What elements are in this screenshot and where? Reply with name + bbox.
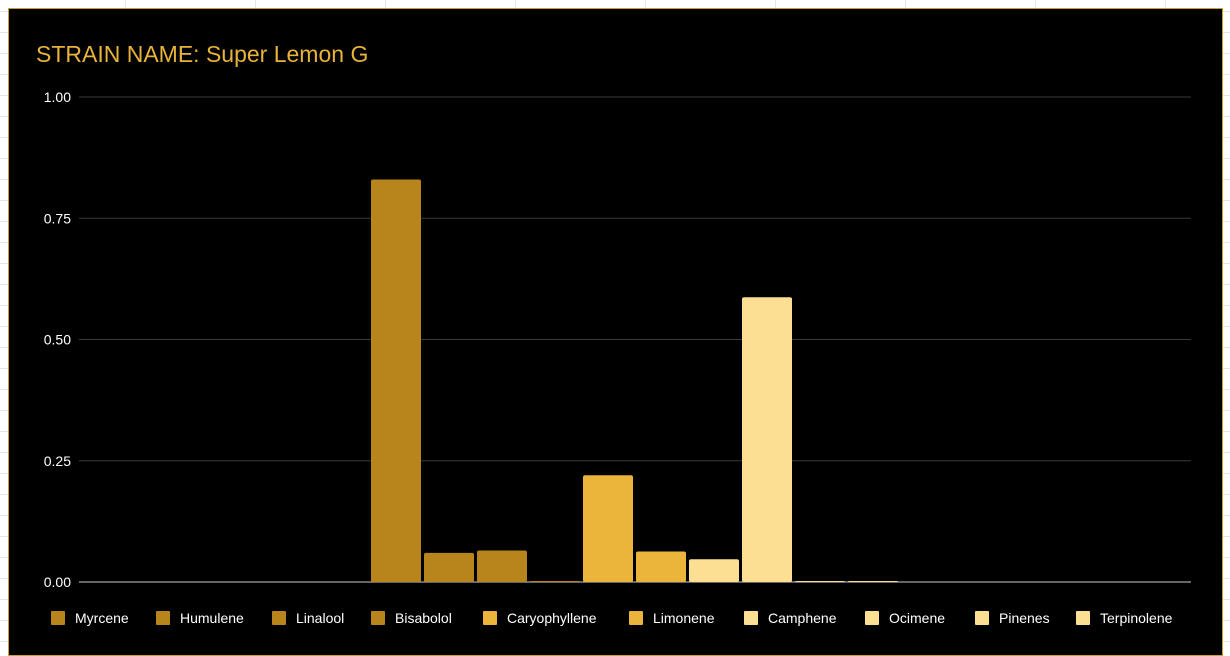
legend-label-camphene: Camphene — [768, 610, 837, 626]
legend-swatch-pinenes — [975, 611, 989, 625]
legend-label-ocimene: Ocimene — [889, 610, 945, 626]
legend-label-pinenes: Pinenes — [999, 610, 1050, 626]
legend-label-limonene: Limonene — [653, 610, 715, 626]
bar-terpinolene — [848, 581, 898, 582]
legend-swatch-limonene — [629, 611, 643, 625]
y-tick-label: 1.00 — [44, 89, 71, 105]
chart-container[interactable]: STRAIN NAME: Super Lemon G 0.00 0.25 0.50 0… — [8, 8, 1223, 656]
legend-swatch-linalool — [272, 611, 286, 625]
bar-linalool — [477, 550, 527, 582]
legend-swatch-myrcene — [51, 611, 65, 625]
legend-swatch-caryophyllene — [483, 611, 497, 625]
legend-swatch-humulene — [156, 611, 170, 625]
y-tick-label: 0.75 — [44, 210, 71, 226]
bar-bisabolol — [530, 581, 580, 583]
legend-label-terpinolene: Terpinolene — [1100, 610, 1173, 626]
legend-label-humulene: Humulene — [180, 610, 244, 626]
legend-swatch-camphene — [744, 611, 758, 625]
legend-label-caryophyllene: Caryophyllene — [507, 610, 597, 626]
y-tick-label: 0.00 — [44, 574, 71, 590]
y-tick-label: 0.25 — [44, 453, 71, 469]
bar-myrcene — [371, 179, 421, 582]
legend-label-myrcene: Myrcene — [75, 610, 129, 626]
bar-caryophyllene — [583, 475, 633, 582]
legend-swatch-terpinolene — [1076, 611, 1090, 625]
legend-swatch-bisabolol — [371, 611, 385, 625]
bar-camphene — [689, 559, 739, 582]
legend-label-bisabolol: Bisabolol — [395, 610, 452, 626]
chart-title: STRAIN NAME: Super Lemon G — [36, 41, 369, 67]
legend-swatch-ocimene — [865, 611, 879, 625]
bar-pinenes — [795, 581, 845, 583]
legend-label-linalool: Linalool — [296, 610, 344, 626]
bar-ocimene — [742, 297, 792, 582]
bar-chart: 0.00 0.25 0.50 0.75 1.00 Myrcene Humulene Linal… — [44, 89, 1191, 626]
bar-limonene — [636, 551, 686, 582]
y-tick-label: 0.50 — [44, 332, 71, 348]
bar-humulene — [424, 552, 474, 582]
